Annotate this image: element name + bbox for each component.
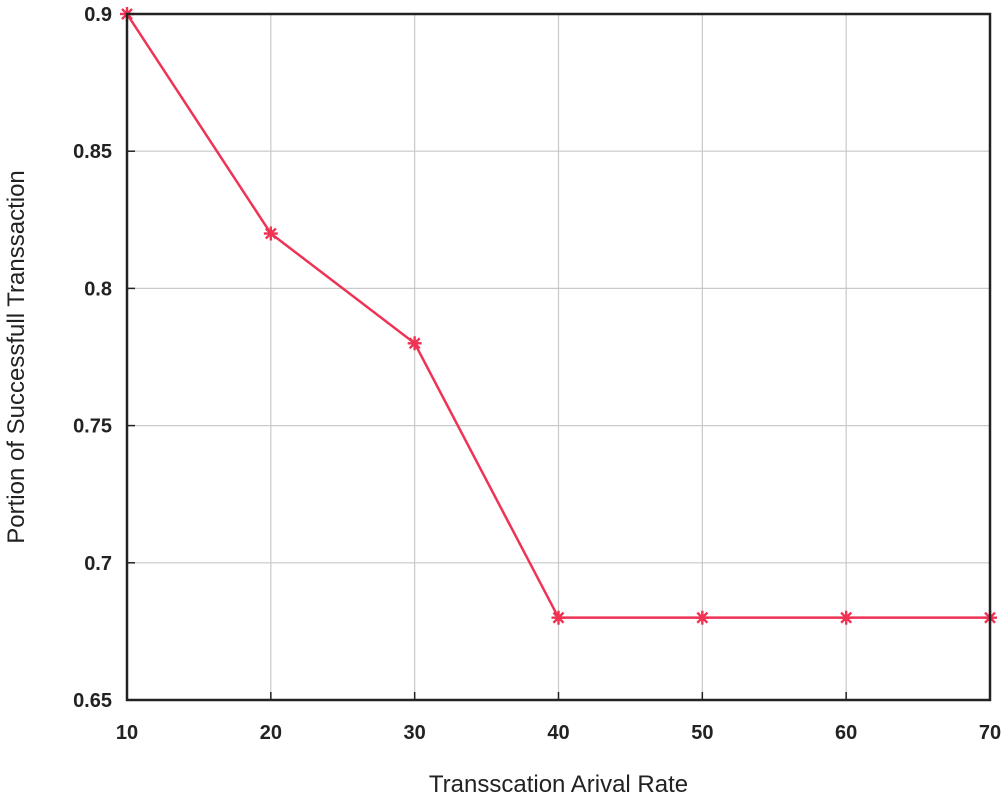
x-tick-label: 30 — [404, 722, 426, 744]
plot-frame — [125, 12, 992, 702]
x-tick-label: 40 — [547, 722, 569, 744]
x-tick-label: 50 — [691, 722, 713, 744]
y-tick-label: 0.85 — [73, 141, 112, 163]
y-tick-label: 0.75 — [73, 416, 112, 438]
y-axis-label: Portion of Successfull Transsaction — [3, 170, 30, 544]
y-tick-label: 0.7 — [84, 553, 112, 575]
data-point-marker — [839, 610, 854, 625]
x-tick-label: 20 — [260, 722, 282, 744]
data-point-marker — [695, 610, 710, 625]
x-tick-label: 10 — [116, 722, 138, 744]
data-point-marker — [263, 226, 278, 241]
y-tick-label: 0.65 — [73, 690, 112, 712]
x-tick-label: 70 — [979, 722, 1001, 744]
data-point-marker — [551, 610, 566, 625]
x-tick-label: 60 — [835, 722, 857, 744]
x-tick-labels: 10 20 30 40 50 60 70 — [116, 722, 1001, 744]
data-point-marker — [407, 336, 422, 351]
y-tick-label: 0.9 — [84, 4, 112, 26]
y-tick-labels: 0.65 0.7 0.75 0.8 0.85 0.9 — [73, 4, 112, 712]
y-tick-label: 0.8 — [84, 278, 112, 300]
grid — [126, 13, 991, 701]
x-axis-label: Transscation Arival Rate — [429, 771, 688, 798]
